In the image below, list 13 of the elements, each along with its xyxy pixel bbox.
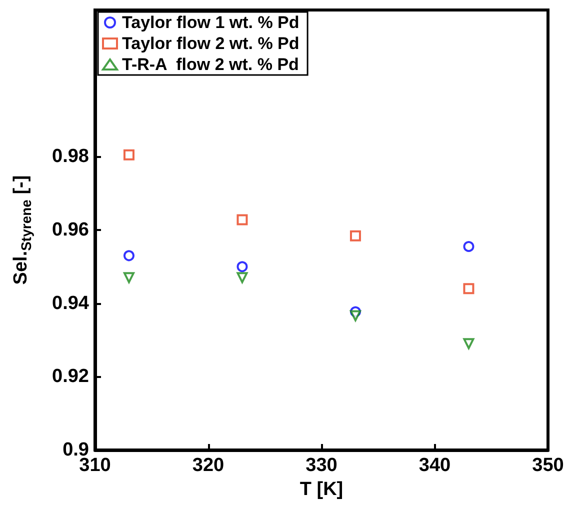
legend-label: Taylor flow 2 wt. % Pd xyxy=(122,34,300,53)
y-tick-label: 0.92 xyxy=(52,366,89,388)
legend-label: Taylor flow 1 wt. % Pd xyxy=(122,13,300,32)
y-axis-title: Sel.Styrene [-] xyxy=(10,175,34,285)
y-tick-label: 0.96 xyxy=(52,220,89,240)
x-tick-label: 320 xyxy=(192,455,224,476)
x-tick-label: 340 xyxy=(418,455,451,476)
x-axis-title: T [K] xyxy=(300,478,344,500)
x-tick-label: 330 xyxy=(306,455,338,476)
y-tick-label: 0.98 xyxy=(52,146,89,168)
x-tick-label: 350 xyxy=(532,455,564,476)
legend-label: T-R-A flow 2 wt. % Pd xyxy=(122,55,299,74)
y-tick-label: 0.94 xyxy=(52,292,90,314)
